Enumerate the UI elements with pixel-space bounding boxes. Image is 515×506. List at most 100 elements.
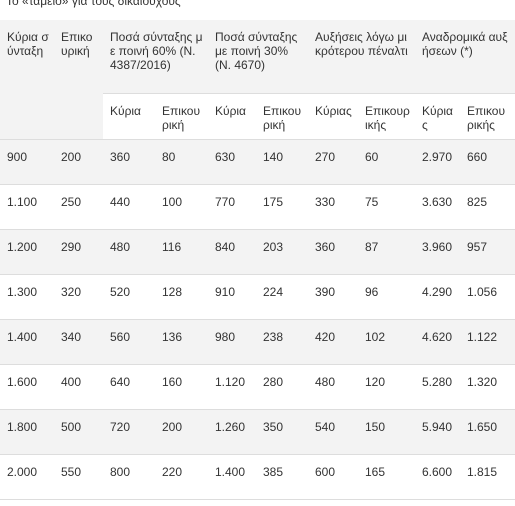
cell: 165 [358, 454, 415, 500]
cell: 825 [460, 184, 515, 230]
sub-header: Επικουρική [256, 93, 308, 140]
cell: 290 [54, 229, 103, 275]
cell: 560 [103, 319, 155, 365]
data-row: 1.400 340 560 136 980 238 420 102 4.620 1.122 [0, 319, 515, 365]
data-row: 1.100 250 440 100 770 175 330 75 3.630 825 [0, 184, 515, 230]
cell: 224 [256, 274, 308, 320]
cell: 520 [103, 274, 155, 320]
cell: 320 [54, 274, 103, 320]
sub-header: Επικουρικής [460, 93, 515, 140]
cell: 640 [103, 364, 155, 410]
cell: 1.400 [0, 319, 54, 365]
cell: 3.960 [415, 229, 460, 275]
cell: 900 [0, 139, 54, 185]
data-row: 900 200 360 80 630 140 270 60 2.970 660 [0, 139, 515, 185]
cell: 630 [208, 139, 256, 185]
cell: 480 [103, 229, 155, 275]
cell: 1.120 [208, 364, 256, 410]
cell: 910 [208, 274, 256, 320]
cell: 660 [460, 139, 515, 185]
cell: 1.650 [460, 409, 515, 455]
sub-header: Κύριας [415, 93, 460, 140]
cell: 140 [256, 139, 308, 185]
cell: 360 [103, 139, 155, 185]
cell: 540 [308, 409, 358, 455]
group-header: Ποσά σύνταξης με ποινή 30% (Ν. 4670) [208, 20, 308, 94]
cell: 1.100 [0, 184, 54, 230]
cell: 150 [358, 409, 415, 455]
cell: 385 [256, 454, 308, 500]
header-row: Κύρια σύνταξη Επικουρική Ποσά σύνταξης με … [0, 20, 515, 140]
cell: 440 [103, 184, 155, 230]
cell: 250 [54, 184, 103, 230]
cell: 720 [103, 409, 155, 455]
cell: 6.600 [415, 454, 460, 500]
cell: 480 [308, 364, 358, 410]
cell: 390 [308, 274, 358, 320]
cell: 2.000 [0, 454, 54, 500]
cell: 550 [54, 454, 103, 500]
cell: 1.400 [208, 454, 256, 500]
cell: 1.122 [460, 319, 515, 365]
group-header: Αναδρομικά αυξήσεων (*) [415, 20, 515, 94]
data-row: 1.800 500 720 200 1.260 350 540 150 5.940 1.650 [0, 409, 515, 455]
cell: 840 [208, 229, 256, 275]
cell: 2.970 [415, 139, 460, 185]
cell: 1.300 [0, 274, 54, 320]
sub-header: Κύρια [208, 93, 256, 140]
cell: 360 [308, 229, 358, 275]
cell: 1.200 [0, 229, 54, 275]
data-row: 1.600 400 640 160 1.120 280 480 120 5.280 1.320 [0, 364, 515, 410]
subheader-row: Κύρια Επικουρική Κύρια Επικουρική Κύριας Επικ… [0, 93, 515, 140]
cell: 4.620 [415, 319, 460, 365]
cell: 1.320 [460, 364, 515, 410]
group-header: Αυξήσεις λόγω μικρότερου πέναλτι [308, 20, 415, 94]
cell: 980 [208, 319, 256, 365]
data-row: 1.300 320 520 128 910 224 390 96 4.290 1.056 [0, 274, 515, 320]
group-header: Κύρια σύνταξη [0, 20, 54, 140]
cell: 1.600 [0, 364, 54, 410]
cell: 340 [54, 319, 103, 365]
cell: 420 [308, 319, 358, 365]
cell: 800 [103, 454, 155, 500]
data-row: 2.000 550 800 220 1.400 385 600 165 6.600 1.815 [0, 454, 515, 500]
cell: 128 [155, 274, 208, 320]
cell: 1.260 [208, 409, 256, 455]
sub-header: Κύρια [103, 93, 155, 140]
sub-header: Κύριας [308, 93, 358, 140]
cell: 270 [308, 139, 358, 185]
cell: 96 [358, 274, 415, 320]
group-header: Ποσά σύνταξης με ποινή 60% (Ν. 4387/2016… [103, 20, 208, 94]
sub-header: Επικουρικής [358, 93, 415, 140]
cell: 600 [308, 454, 358, 500]
cell: 116 [155, 229, 208, 275]
cell: 1.800 [0, 409, 54, 455]
cell: 200 [54, 139, 103, 185]
data-row: 1.200 290 480 116 840 203 360 87 3.960 957 [0, 229, 515, 275]
sub-header: Επικουρική [155, 93, 208, 140]
cell: 75 [358, 184, 415, 230]
cell: 5.280 [415, 364, 460, 410]
cell: 87 [358, 229, 415, 275]
title: Το «ταμείο» για τους δικαιούχους [6, 0, 181, 8]
cell: 60 [358, 139, 415, 185]
cell: 203 [256, 229, 308, 275]
cell: 100 [155, 184, 208, 230]
cell: 136 [155, 319, 208, 365]
cell: 3.630 [415, 184, 460, 230]
cell: 330 [308, 184, 358, 230]
cell: 160 [155, 364, 208, 410]
cell: 220 [155, 454, 208, 500]
cell: 5.940 [415, 409, 460, 455]
cell: 1.056 [460, 274, 515, 320]
cell: 770 [208, 184, 256, 230]
cell: 120 [358, 364, 415, 410]
cell: 175 [256, 184, 308, 230]
group-header: Επικουρική [54, 20, 103, 140]
table: Κύρια σύνταξη Επικουρική Ποσά σύνταξης με … [0, 20, 515, 500]
cell: 400 [54, 364, 103, 410]
cell: 238 [256, 319, 308, 365]
cell: 500 [54, 409, 103, 455]
cell: 957 [460, 229, 515, 275]
cell: 1.815 [460, 454, 515, 500]
